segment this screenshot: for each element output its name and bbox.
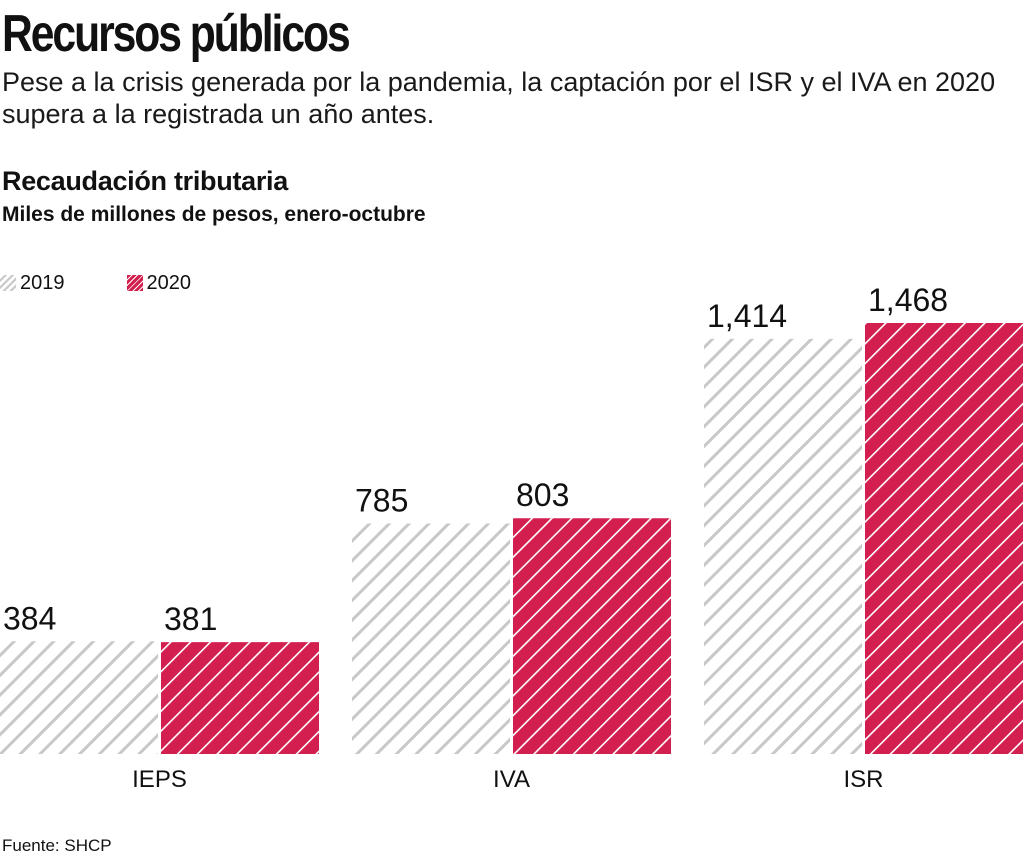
data-label-ieps-2019: 384 [3,600,56,636]
category-label-isr: ISR [843,766,883,793]
legend-label-2019: 2019 [20,271,65,294]
legend-label-2020: 2020 [146,271,192,294]
chart-title: Recaudación tributaria [2,166,288,196]
bar-ieps-2020 [161,642,319,754]
page-subtitle: Pese a la crisis generada por la pandemi… [2,67,996,129]
legend-item-2020: 2020 [126,271,192,295]
data-label-isr-2019: 1,414 [707,298,787,334]
chart-subtitle: Miles de millones de pesos, enero-octubr… [2,203,426,226]
data-label-iva-2019: 785 [355,483,408,519]
legend-swatch-2019 [0,275,16,291]
data-label-iva-2020: 803 [516,477,569,513]
bar-isr-2020 [865,323,1023,754]
bar-iva-2020 [513,518,671,754]
chart-legend: 2019 2020 [0,268,253,298]
legend-swatch-2020 [126,275,143,291]
category-label-ieps: IEPS [132,766,187,793]
data-label-ieps-2020: 381 [164,601,217,637]
source-note: Fuente: SHCP [2,836,112,855]
legend-item-2019: 2019 [0,272,65,295]
page-title: Recursos públicos [2,5,351,63]
bar-isr-2019 [704,338,862,754]
bar-ieps-2019 [0,641,158,754]
category-label-iva: IVA [493,766,530,793]
data-label-isr-2020: 1,468 [868,282,948,318]
bar-iva-2019 [352,523,510,754]
